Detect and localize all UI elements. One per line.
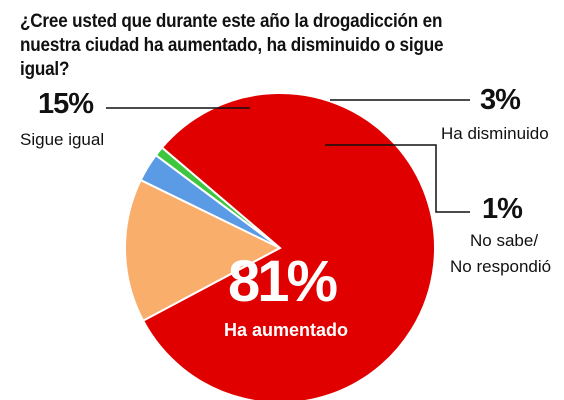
category-label-ha-aumentado: Ha aumentado bbox=[224, 320, 349, 340]
category-label-no-sabe-line1: No sabe/ bbox=[470, 231, 539, 250]
value-label-no-sabe: 1% bbox=[482, 193, 523, 225]
category-label-ha-disminuido: Ha disminuido bbox=[441, 124, 549, 143]
category-label-no-sabe-line2: No respondió bbox=[450, 257, 552, 276]
slice-sigue-igual bbox=[124, 178, 283, 323]
category-label-sigue-igual: Sigue igual bbox=[20, 130, 105, 149]
value-label-sigue-igual: 15% bbox=[38, 88, 94, 120]
slice-ha-aumentado bbox=[141, 92, 436, 400]
value-label-ha-aumentado: 81% bbox=[228, 249, 338, 314]
chart-title: ¿Cree usted que durante este año la drog… bbox=[20, 11, 444, 80]
value-label-ha-disminuido: 3% bbox=[480, 84, 521, 116]
leader-line-no-sabe bbox=[325, 144, 470, 213]
